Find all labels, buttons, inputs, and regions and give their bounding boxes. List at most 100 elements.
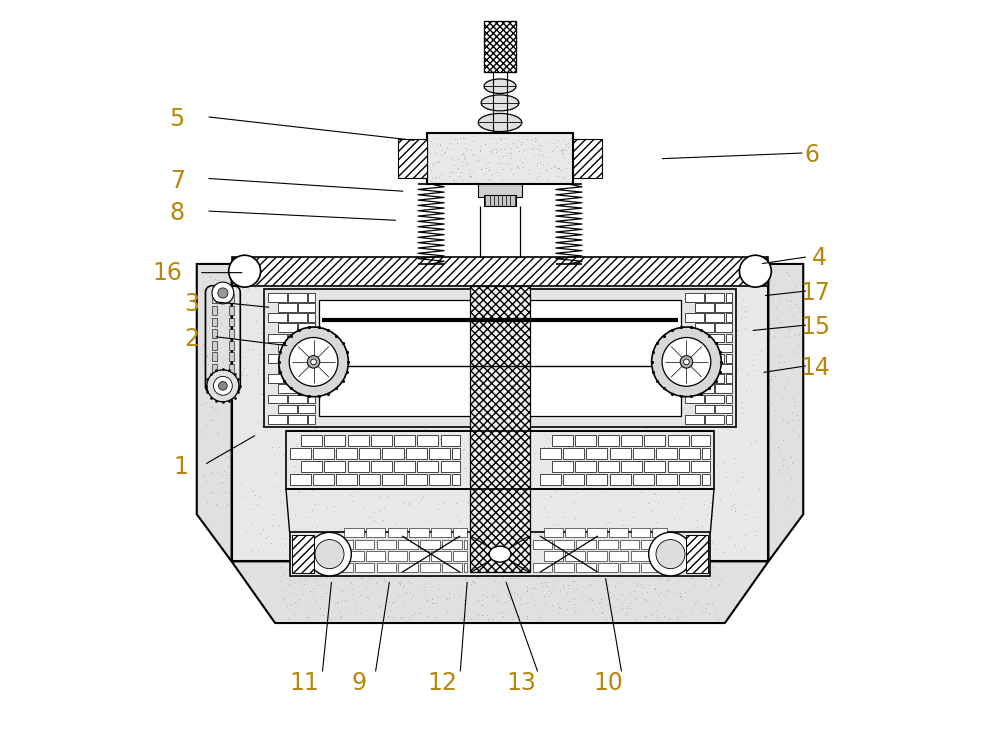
Point	[492, 439, 508, 450]
Point	[473, 322, 489, 333]
Point	[308, 423, 324, 434]
Point	[319, 266, 335, 278]
Bar	[663, 539, 667, 549]
Point	[634, 359, 650, 371]
Point	[320, 606, 336, 618]
Point	[529, 157, 545, 169]
Point	[304, 547, 320, 558]
Bar	[442, 563, 462, 572]
Point	[554, 269, 570, 281]
Point	[767, 404, 783, 415]
Bar	[371, 461, 392, 472]
Point	[511, 162, 527, 174]
Point	[270, 304, 286, 316]
Point	[714, 518, 730, 530]
Point	[559, 587, 575, 599]
Point	[248, 316, 264, 327]
Point	[652, 420, 668, 432]
Point	[627, 408, 643, 420]
Point	[316, 544, 332, 556]
Point	[633, 557, 649, 569]
Point	[327, 380, 343, 392]
Point	[410, 548, 426, 560]
Point	[632, 273, 648, 284]
Point	[488, 447, 504, 458]
Point	[582, 343, 598, 355]
Point	[600, 274, 616, 286]
Point	[582, 594, 598, 605]
Point	[431, 320, 447, 332]
Point	[783, 451, 799, 463]
Point	[467, 577, 483, 588]
Point	[594, 434, 610, 446]
Point	[434, 158, 450, 170]
Point	[501, 594, 517, 606]
Point	[477, 480, 493, 491]
Point	[493, 294, 509, 306]
Point	[372, 504, 388, 516]
Point	[419, 404, 435, 415]
Point	[380, 490, 396, 501]
Point	[600, 579, 616, 591]
Point	[333, 526, 349, 538]
Point	[629, 555, 645, 567]
Point	[554, 338, 570, 350]
Point	[441, 170, 457, 182]
Point	[402, 423, 418, 434]
Point	[712, 494, 728, 506]
Point	[558, 138, 574, 150]
Point	[500, 577, 516, 589]
Point	[265, 509, 281, 520]
Point	[498, 607, 514, 618]
Point	[529, 412, 545, 424]
Point	[636, 594, 652, 605]
Bar	[484, 21, 516, 72]
Point	[496, 484, 512, 496]
Point	[487, 575, 503, 586]
Point	[578, 594, 594, 606]
Point	[202, 312, 218, 324]
Point	[270, 330, 286, 341]
Point	[601, 551, 617, 563]
Point	[648, 436, 664, 448]
Point	[413, 481, 429, 493]
Point	[353, 572, 369, 584]
Point	[700, 341, 716, 353]
Point	[481, 163, 497, 175]
Point	[473, 348, 489, 360]
Point	[687, 398, 703, 409]
Point	[290, 450, 306, 462]
Bar	[705, 414, 724, 423]
Point	[378, 449, 394, 461]
Bar	[336, 474, 357, 485]
Point	[654, 448, 670, 460]
Point	[423, 135, 439, 146]
Point	[683, 317, 699, 329]
Point	[567, 512, 583, 523]
Point	[534, 140, 550, 152]
Point	[514, 166, 530, 178]
Point	[781, 499, 797, 511]
Point	[425, 157, 441, 169]
Point	[361, 450, 377, 462]
Point	[491, 607, 507, 618]
Point	[495, 471, 511, 483]
Point	[592, 433, 608, 445]
Bar	[278, 364, 297, 373]
Point	[570, 471, 586, 482]
Point	[622, 597, 638, 609]
Point	[202, 271, 218, 283]
Point	[455, 156, 471, 167]
Point	[737, 529, 753, 541]
Point	[563, 322, 579, 334]
Point	[611, 463, 627, 475]
Point	[295, 545, 311, 556]
Circle shape	[680, 355, 693, 368]
Point	[477, 167, 493, 178]
Point	[578, 430, 594, 442]
Point	[650, 470, 666, 482]
Point	[493, 544, 509, 556]
Point	[416, 581, 432, 593]
Point	[739, 304, 755, 316]
Point	[494, 348, 510, 360]
